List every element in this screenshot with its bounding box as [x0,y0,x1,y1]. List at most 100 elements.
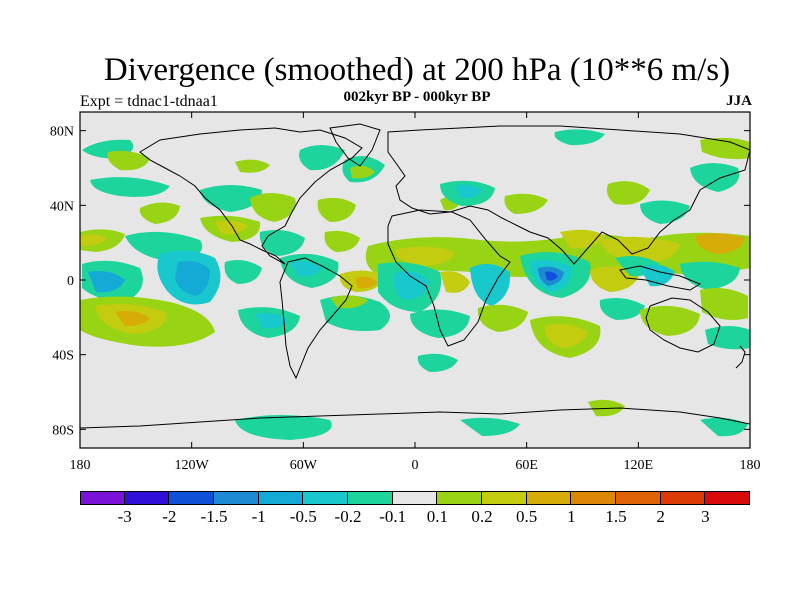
colorbar-swatch [482,491,527,505]
lat-tick-label: 0 [67,274,74,289]
coastline-north-america [139,127,363,265]
lat-tick-label: 80S [52,423,74,438]
anomaly-patch [250,193,296,222]
anomaly-patch [115,310,150,326]
anomaly-patch [705,326,750,350]
anomaly-patch [215,220,248,235]
colorbar-label: -3 [117,507,132,526]
coastline-south-america [279,257,353,380]
anomaly-patch [255,312,288,329]
lon-tick-label: 60W [290,458,318,473]
colorbar-swatch [660,491,706,505]
colorbar-swatch [526,491,572,505]
lon-tick-label: 180 [740,458,761,473]
anomaly-patch [299,145,345,171]
colorbar-swatch [214,491,259,505]
colorbar-label: -0.2 [334,507,362,526]
anomaly-patch [90,177,170,197]
anomaly-patch [235,159,270,173]
colorbar-swatch [80,491,125,505]
anomaly-patch [690,163,740,192]
colorbar-label: -1.5 [200,507,228,526]
anomaly-patch [606,181,650,205]
lon-tick-label: 0 [412,458,419,473]
colorbar-label: -1 [251,507,266,526]
anomaly-patch [695,233,745,254]
colorbar-swatch [616,491,661,505]
anomaly-patch [560,229,605,249]
anomaly-patch [107,150,150,171]
colorbar-label: 1 [567,507,576,526]
colorbar-label: 0.1 [426,507,448,526]
colorbar-swatch [571,491,616,505]
colorbar-swatch [437,491,482,505]
coastline-greenland [329,123,381,167]
anomaly-patch [477,304,528,332]
coastline-antarctica [80,407,750,429]
anomaly-patch [88,271,125,293]
anomaly-patch [640,305,700,336]
lon-tick-label: 120E [624,458,654,473]
lon-tick-label: 180 [70,458,91,473]
colorbar-swatch [258,491,304,505]
colorbar-label: 3 [701,507,710,526]
colorbar-swatch [124,491,170,505]
anomaly-patch [290,260,322,277]
anomaly-patch [417,353,458,372]
anomaly-field [80,129,750,440]
colorbar-label: -0.5 [289,507,317,526]
coastline-new-zealand [735,345,746,369]
anomaly-patch [700,137,750,160]
coastline-australia [645,297,721,353]
lat-tick-label: 40S [52,349,74,364]
map-title: Divergence (smoothed) at 200 hPa (10**6 … [103,52,731,88]
lon-tick-label: 120W [175,458,210,473]
anomaly-patch [680,261,740,290]
colorbar-label: 0.2 [471,507,493,526]
anomaly-patch [350,165,375,179]
colorbar-swatch [705,491,750,505]
lat-tick-label: 40N [50,199,74,214]
lat-tick-label: 80N [50,125,74,140]
anomaly-patch [460,417,520,436]
colorbar-swatch [169,491,214,505]
anomaly-patch [700,417,748,437]
anomaly-patch [200,185,262,212]
anomaly-patch [324,230,360,252]
experiment-label: Expt = tdnac1-tdnaa1 [80,93,218,110]
anomaly-patch [545,271,558,281]
colorbar-label: 2 [656,507,665,526]
axis-labels: 80N 40N 0 40S 80S 180 120W 60W 0 60E 120E 180 [50,125,761,473]
colorbar-swatch [348,491,393,505]
anomaly-patch [393,271,430,300]
anomaly-patch [80,234,108,246]
anomaly-patch [440,271,470,293]
anomaly-patch [330,295,368,309]
colorbar-label: -0.1 [379,507,407,526]
anomaly-patch [317,197,356,222]
anomaly-patch [259,230,305,256]
anomaly-patch [455,184,482,199]
colorbar-swatch [303,491,348,505]
colorbar-label: 0.5 [516,507,538,526]
lon-tick-label: 60E [515,458,538,473]
axis-ticks [79,112,751,448]
anomaly-patch [355,276,378,289]
anomaly-patch [175,261,210,296]
anomaly-patch [235,415,332,440]
anomaly-patch [700,288,748,320]
map-subtitle: 002kyr BP - 000kyr BP [343,89,491,105]
season-label: JJA [726,93,752,109]
colorbar-label: 1.5 [605,507,627,526]
anomaly-patch [554,129,605,146]
anomaly-patch [504,193,548,214]
colorbar-label: -2 [162,507,177,526]
coastline-maritime-continent [619,265,702,291]
coastline-africa [387,209,511,347]
anomaly-patch [544,324,588,348]
anomaly-patch [224,260,262,284]
anomaly-patch [395,246,455,266]
coastlines [80,123,750,429]
anomaly-patch [599,298,645,320]
